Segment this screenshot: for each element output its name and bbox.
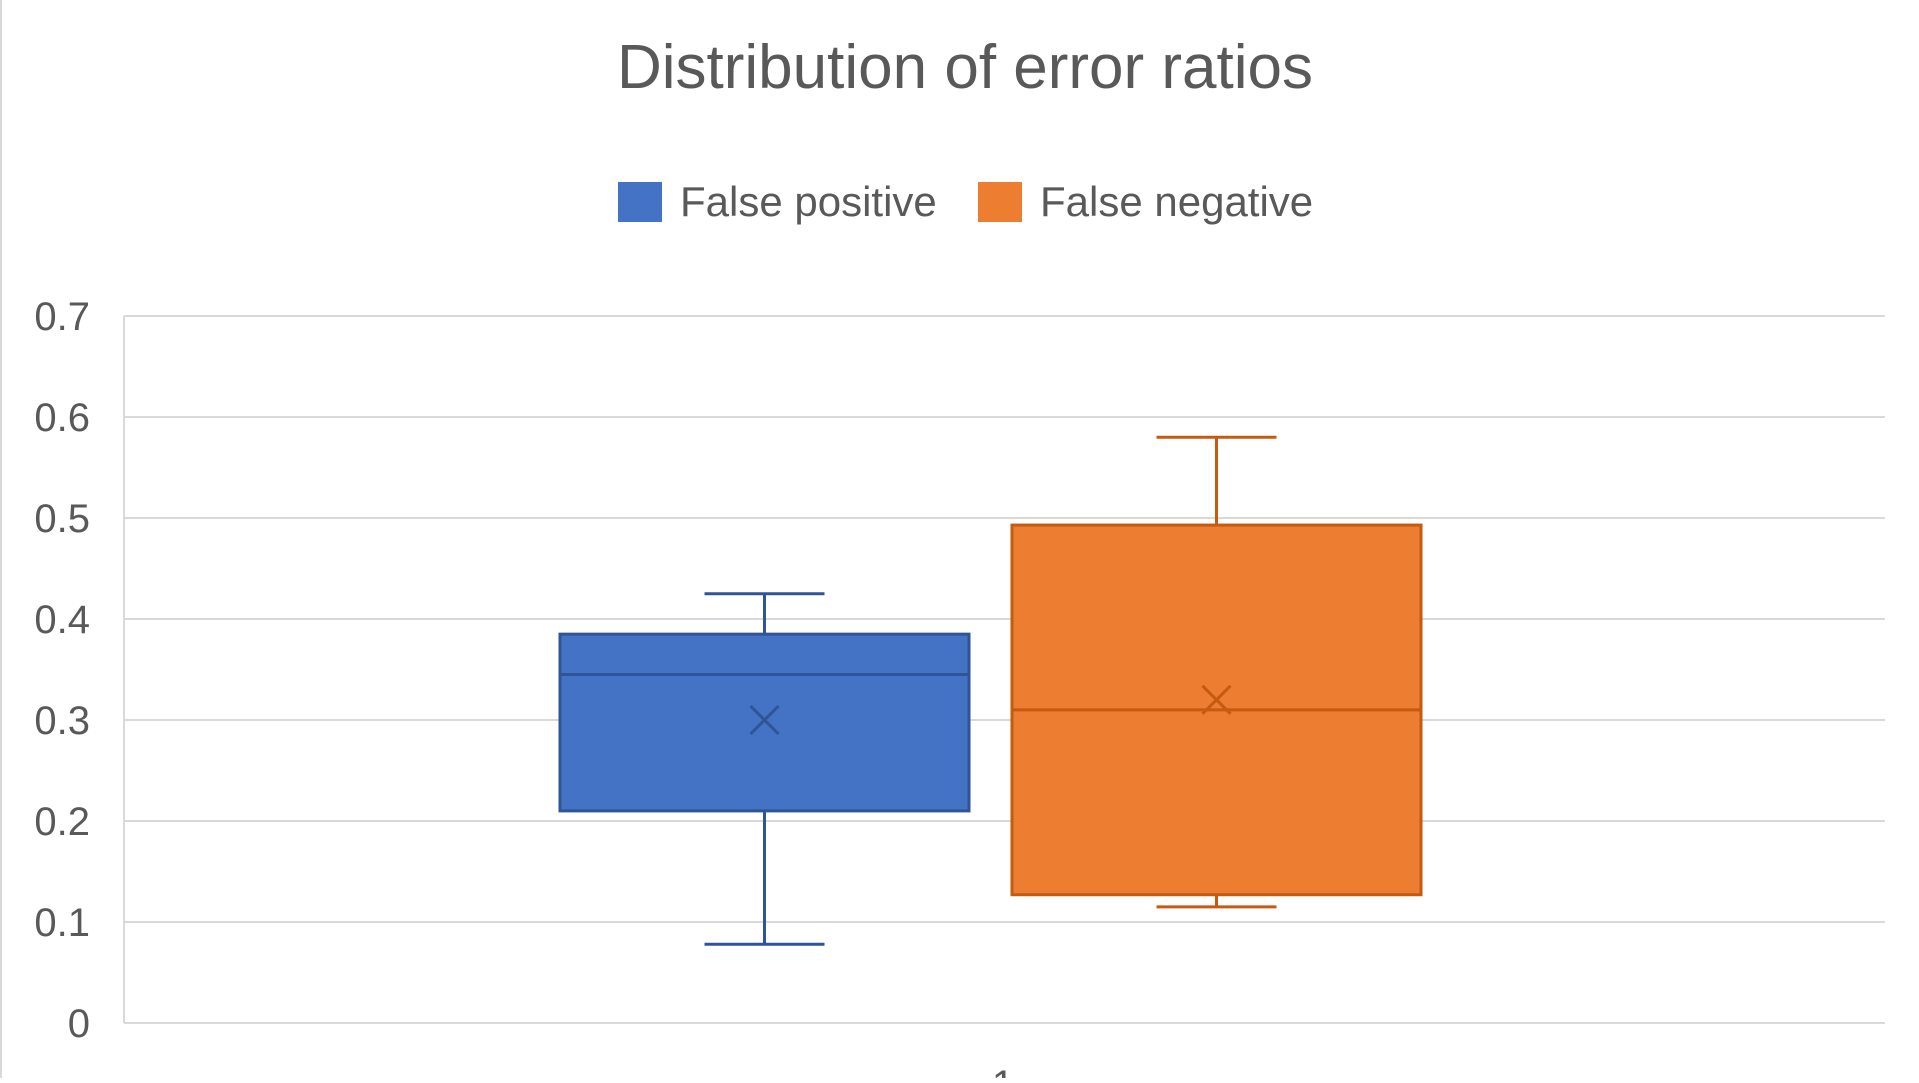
y-tick-label: 0.5 [34, 497, 90, 541]
y-tick-label: 0.2 [34, 800, 90, 844]
plot-area [558, 435, 1423, 946]
mean-marker [1201, 684, 1232, 715]
gridlines [123, 315, 1885, 1024]
y-tick-label: 0.6 [34, 396, 90, 440]
y-axis: 0 0.1 0.2 0.3 0.4 0.5 0.6 0.7 [34, 295, 90, 1046]
y-tick-label: 0 [68, 1002, 90, 1046]
y-tick-label: 0.7 [34, 295, 90, 339]
y-tick-label: 0.4 [34, 598, 90, 642]
chart-border [0, 0, 2, 1078]
box-false-positive [558, 592, 971, 946]
legend-label: False negative [1040, 178, 1313, 225]
x-tick-label: 1 [992, 1063, 1014, 1078]
legend-label: False positive [680, 178, 937, 225]
y-tick-label: 0.1 [34, 901, 90, 945]
legend: False positive False negative [618, 178, 1313, 225]
y-tick-label: 0.3 [34, 699, 90, 743]
legend-swatch [978, 182, 1022, 222]
chart-title: Distribution of error ratios [617, 33, 1313, 102]
mean-marker [749, 704, 780, 736]
box-false-negative [1010, 435, 1423, 909]
legend-swatch [618, 182, 662, 222]
box-body [558, 632, 971, 813]
